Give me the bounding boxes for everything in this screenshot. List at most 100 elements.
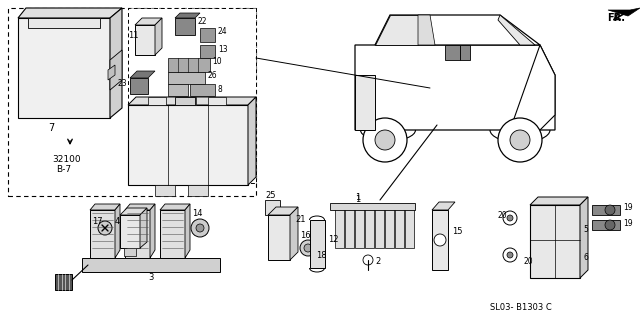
Polygon shape	[355, 45, 555, 130]
Polygon shape	[18, 8, 122, 18]
Circle shape	[503, 211, 517, 225]
Text: SL03- B1303 C: SL03- B1303 C	[490, 303, 552, 313]
Circle shape	[304, 244, 312, 252]
Polygon shape	[580, 197, 588, 278]
Circle shape	[498, 118, 542, 162]
Circle shape	[434, 234, 446, 246]
Polygon shape	[190, 84, 215, 96]
Polygon shape	[178, 97, 196, 105]
Circle shape	[503, 248, 517, 262]
Polygon shape	[135, 25, 155, 55]
Polygon shape	[355, 208, 364, 248]
Polygon shape	[265, 200, 280, 215]
Polygon shape	[130, 78, 148, 94]
Text: 2: 2	[375, 257, 380, 267]
Polygon shape	[125, 204, 155, 210]
Polygon shape	[365, 208, 374, 248]
Text: 8: 8	[217, 85, 221, 94]
Circle shape	[507, 252, 513, 258]
Polygon shape	[385, 208, 394, 248]
Bar	[8, 8, 256, 196]
Polygon shape	[248, 97, 256, 185]
Polygon shape	[530, 197, 588, 205]
Polygon shape	[28, 18, 100, 28]
Text: 15: 15	[452, 228, 463, 236]
Text: 4: 4	[115, 217, 120, 227]
Polygon shape	[460, 45, 470, 60]
Polygon shape	[185, 204, 190, 258]
Polygon shape	[405, 208, 414, 248]
Text: 13: 13	[218, 46, 228, 55]
Polygon shape	[108, 65, 115, 80]
Polygon shape	[175, 97, 195, 105]
Polygon shape	[268, 215, 290, 260]
Text: 20: 20	[497, 210, 507, 219]
Polygon shape	[268, 207, 298, 215]
Circle shape	[605, 205, 615, 215]
Polygon shape	[160, 210, 185, 258]
Polygon shape	[335, 208, 344, 248]
Circle shape	[363, 255, 373, 265]
Polygon shape	[128, 105, 248, 185]
Polygon shape	[345, 208, 354, 248]
Polygon shape	[432, 202, 455, 210]
Polygon shape	[168, 72, 205, 84]
Text: 10: 10	[212, 57, 221, 67]
Circle shape	[191, 219, 209, 237]
Polygon shape	[90, 210, 115, 258]
Polygon shape	[120, 208, 147, 215]
Polygon shape	[510, 45, 555, 130]
Polygon shape	[208, 97, 226, 105]
Polygon shape	[135, 18, 162, 25]
Polygon shape	[125, 210, 150, 258]
Polygon shape	[128, 97, 256, 105]
Text: 24: 24	[218, 28, 228, 36]
Polygon shape	[175, 18, 195, 35]
Text: 11: 11	[128, 30, 138, 40]
Polygon shape	[18, 18, 110, 118]
Polygon shape	[168, 58, 210, 72]
Polygon shape	[445, 45, 460, 60]
Text: 17: 17	[92, 217, 102, 227]
Polygon shape	[155, 18, 162, 55]
Polygon shape	[310, 220, 325, 268]
Circle shape	[300, 240, 316, 256]
Polygon shape	[150, 204, 155, 258]
Polygon shape	[608, 8, 640, 16]
Text: FR.: FR.	[607, 13, 625, 23]
Text: 25: 25	[265, 191, 275, 199]
Polygon shape	[395, 208, 404, 248]
Circle shape	[196, 224, 204, 232]
Circle shape	[605, 220, 615, 230]
Polygon shape	[375, 15, 418, 45]
Text: 5: 5	[583, 225, 588, 235]
Polygon shape	[375, 15, 540, 45]
Polygon shape	[530, 205, 580, 278]
Text: B-7: B-7	[56, 165, 71, 174]
Text: 3: 3	[148, 274, 154, 282]
Polygon shape	[375, 208, 384, 248]
Text: 6: 6	[583, 254, 588, 262]
Polygon shape	[498, 15, 535, 45]
Polygon shape	[110, 50, 122, 90]
Polygon shape	[90, 204, 120, 210]
Polygon shape	[124, 248, 136, 256]
Polygon shape	[175, 13, 200, 18]
Polygon shape	[55, 274, 72, 290]
Polygon shape	[355, 75, 375, 130]
Polygon shape	[432, 210, 448, 270]
Text: 16: 16	[300, 230, 310, 240]
Text: 7: 7	[48, 123, 54, 133]
Polygon shape	[148, 97, 166, 105]
Text: 19: 19	[623, 218, 632, 228]
Text: 22: 22	[198, 17, 207, 27]
Circle shape	[507, 215, 513, 221]
Text: 19: 19	[623, 204, 632, 212]
Polygon shape	[188, 185, 208, 196]
Polygon shape	[330, 203, 415, 210]
Circle shape	[510, 130, 530, 150]
Text: 32100: 32100	[52, 156, 81, 165]
Polygon shape	[592, 205, 620, 215]
Polygon shape	[115, 204, 120, 258]
Text: 26: 26	[207, 72, 216, 81]
